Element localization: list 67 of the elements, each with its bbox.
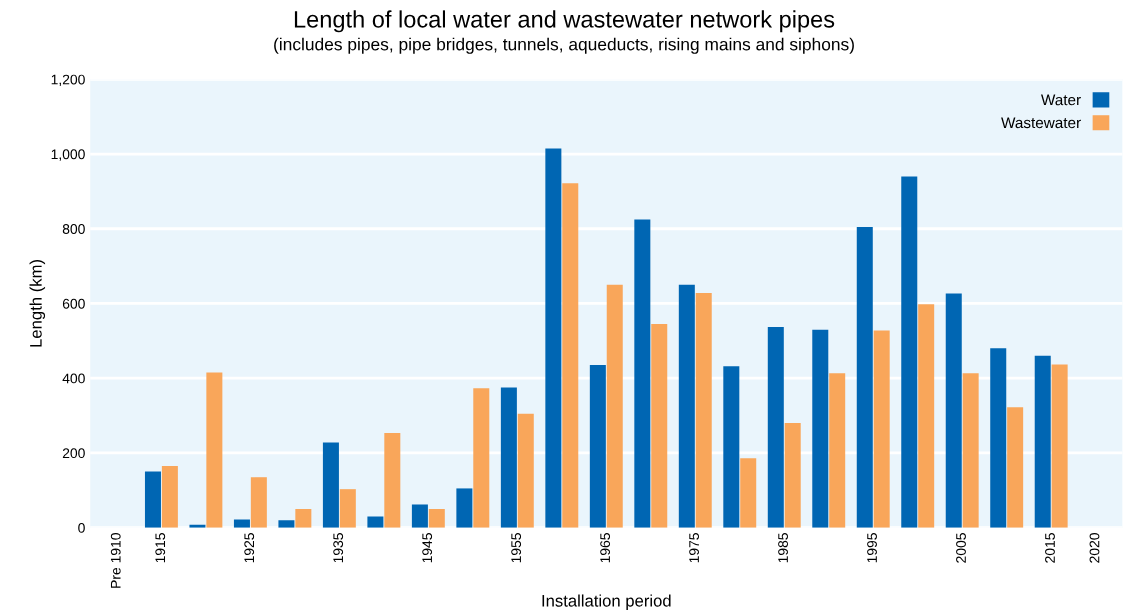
bar [517,413,534,528]
bar [829,373,846,528]
legend-label: Wastewater [1001,117,1081,129]
bar [295,508,312,528]
x-tick-label: 1945 [422,533,433,563]
bar [634,219,651,528]
bar [161,466,178,528]
y-tick-label: 200 [62,448,85,459]
x-tick-label: 1975 [689,533,699,563]
x-tick-label: 1935 [333,533,344,563]
bar [606,284,623,528]
x-tick-label: 1985 [778,533,788,563]
y-tick-label: 600 [62,298,85,309]
bar [1034,355,1051,528]
bar [233,519,250,528]
bar [562,183,579,528]
x-tick-label: 2015 [1045,533,1055,563]
bar [250,477,267,528]
x-tick-label: 1925 [244,533,255,563]
y-tick-label: 0 [78,522,85,533]
bar [873,330,890,528]
x-tick-label: 1915 [155,533,166,563]
bar [945,293,962,528]
x-tick-label: 1955 [511,533,522,563]
y-tick-label: 1,000 [51,149,85,161]
bar [856,226,873,528]
bar [278,520,295,528]
bar [206,372,223,528]
bar [589,365,606,528]
bar [740,458,757,528]
x-tick-label: 2005 [956,533,966,563]
bar [367,516,384,528]
x-tick-label: 1995 [867,533,877,563]
x-tick-label: Pre 1910 [110,533,121,588]
bar [812,329,829,528]
bar [411,504,428,528]
y-axis-title: Length (km) [29,260,46,347]
bar [918,304,935,528]
bar [723,366,740,528]
bar [962,373,979,528]
y-tick-label: 400 [62,373,85,384]
y-tick-label: 1,200 [51,74,85,87]
bar [901,176,918,528]
bar [651,324,668,528]
bar [678,284,695,528]
bar [473,388,490,528]
bar [695,293,712,528]
bar [144,471,161,528]
bar [339,489,356,528]
bar [428,508,445,528]
x-tick-label: 1965 [600,533,611,563]
bar [384,433,401,528]
bar [990,348,1007,528]
legend-label: Water [1041,94,1081,106]
bar [784,423,801,528]
chart-subtitle: (includes pipes, pipe bridges, tunnels, aqueducts, rising mains and siphons) [274,37,854,54]
bar [456,488,473,528]
bar [1051,364,1068,528]
bar [322,442,339,528]
chart-title: Length of local water and wastewater network pipes [294,10,835,33]
bar [1007,407,1024,528]
y-tick-label: 800 [62,224,85,234]
bar [500,387,517,528]
x-axis-title: Installation period [542,594,671,610]
bar [545,148,562,528]
bar [767,327,784,528]
x-tick-label: 2020 [1089,533,1100,563]
